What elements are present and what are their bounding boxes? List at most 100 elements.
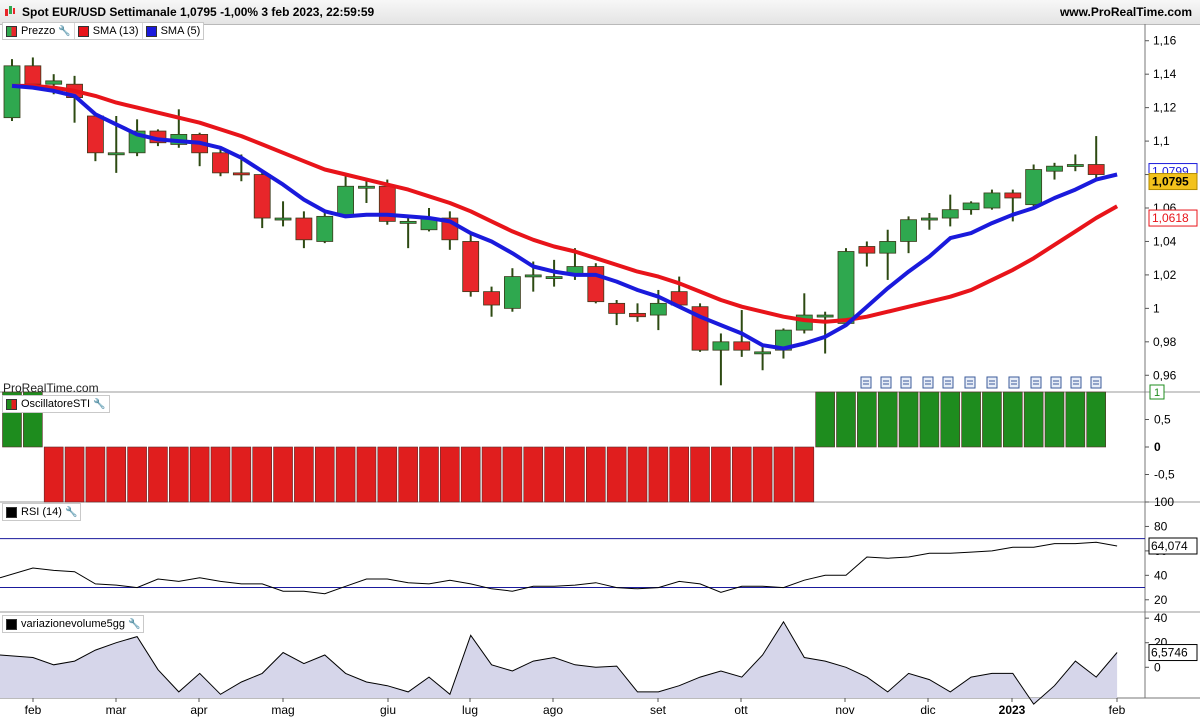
x-tick-label: apr xyxy=(190,703,207,717)
wrench-icon[interactable]: 🔧 xyxy=(127,618,141,630)
sma13-line xyxy=(12,83,1119,324)
vol-line xyxy=(0,620,1118,705)
sti-bar-down xyxy=(314,446,335,503)
sti-bar-up xyxy=(1044,391,1065,448)
legend-sma5-label: SMA (5) xyxy=(160,25,201,37)
news-icon-page xyxy=(1050,376,1062,389)
sti-bar-down xyxy=(794,446,815,503)
news-icon-page xyxy=(1030,376,1042,389)
y-tick-label: 80 xyxy=(1154,519,1168,533)
candle-up xyxy=(45,80,63,85)
sti-bar-down xyxy=(43,446,64,503)
sma13-swatch xyxy=(77,25,89,37)
sti-bar-up xyxy=(815,391,835,448)
candle-up xyxy=(754,351,771,355)
candle-up xyxy=(107,152,125,156)
candle-up xyxy=(816,314,834,318)
sti-bar-down xyxy=(565,446,585,503)
y-tick-label: 0 xyxy=(1154,660,1161,674)
news-icon-page xyxy=(1008,376,1020,389)
sti-bar-down xyxy=(273,446,293,503)
candle-up xyxy=(1066,164,1084,167)
rsi-value-tag-box xyxy=(1148,537,1198,555)
sti-bar-down xyxy=(585,446,606,503)
x-tick-label: giu xyxy=(380,703,396,717)
y-tick-label: 0,96 xyxy=(1153,368,1177,382)
candle-up xyxy=(358,185,375,189)
wrench-icon[interactable]: 🔧 xyxy=(64,506,78,518)
x-tick-label: feb xyxy=(25,703,42,717)
sti-bar-down xyxy=(690,446,710,503)
candle-up xyxy=(524,274,542,278)
y-tick-label: 1,16 xyxy=(1153,34,1177,48)
rsi-swatch xyxy=(6,506,17,518)
candle-down xyxy=(1004,192,1022,199)
candle-down xyxy=(1087,164,1105,175)
legend-vol[interactable]: variazionevolume5gg 🔧 xyxy=(3,616,143,632)
sti-bar-down xyxy=(106,446,127,503)
sti-bar-up xyxy=(961,391,981,448)
y-tick-label: 0 xyxy=(1154,440,1161,454)
vol-value-tag-box xyxy=(1148,644,1198,662)
wrench-icon[interactable]: 🔧 xyxy=(93,398,106,410)
news-icon-page xyxy=(922,376,934,389)
candle-up xyxy=(1025,169,1043,206)
sti-bar-up xyxy=(898,391,919,448)
sma5-line xyxy=(11,83,1118,351)
candle-up xyxy=(545,276,563,279)
news-icon-page xyxy=(942,376,954,389)
rsi-legend[interactable]: RSI (14) 🔧 xyxy=(2,503,82,521)
candle-down xyxy=(587,266,605,303)
price-legend[interactable]: Prezzo 🔧 SMA (13) SMA (5) xyxy=(2,22,205,40)
wrench-icon[interactable]: 🔧 xyxy=(58,25,71,37)
candle-down xyxy=(462,241,480,293)
y-tick-label: 1 xyxy=(1153,301,1160,315)
sti-bar-down xyxy=(252,446,272,503)
sma13-value-tag-box xyxy=(1148,209,1198,227)
site-url[interactable]: www.ProRealTime.com xyxy=(1059,5,1192,19)
sti-bar-up xyxy=(1002,391,1023,448)
legend-sma13[interactable]: SMA (13) xyxy=(75,23,143,39)
x-tick-label: dic xyxy=(920,703,935,717)
y-tick-label: 40 xyxy=(1154,611,1168,625)
sti-bar-down xyxy=(731,446,752,503)
sti-bar-down xyxy=(440,446,460,503)
x-tick-label: ott xyxy=(734,703,748,717)
y-tick-label: 1,04 xyxy=(1153,234,1177,248)
sma5-swatch xyxy=(145,25,157,37)
legend-price[interactable]: Prezzo 🔧 xyxy=(3,23,75,39)
vol-value-tag: 6,5746 xyxy=(1151,646,1188,660)
news-icon xyxy=(986,376,998,389)
candle-up xyxy=(649,302,667,316)
legend-rsi[interactable]: RSI (14) 🔧 xyxy=(3,504,80,520)
sti-bar-down xyxy=(210,446,231,503)
sti-legend[interactable]: OscillatoreSTI 🔧 xyxy=(2,395,110,413)
vol-legend[interactable]: variazionevolume5gg 🔧 xyxy=(2,615,145,633)
sti-bar-up xyxy=(919,391,940,448)
legend-sti[interactable]: OscillatoreSTI 🔧 xyxy=(3,396,109,412)
y-tick-label: -0,5 xyxy=(1154,468,1175,482)
sti-bar-up xyxy=(836,391,856,448)
news-icon xyxy=(1030,376,1042,389)
x-tick-label: lug xyxy=(462,703,478,717)
y-tick-label: 100 xyxy=(1154,495,1174,509)
chart-app-icon xyxy=(5,6,15,16)
news-icon xyxy=(1008,376,1020,389)
candle-up xyxy=(1046,165,1063,172)
sti-bar-down xyxy=(127,446,147,503)
legend-sma5[interactable]: SMA (5) xyxy=(143,23,204,39)
candle-up xyxy=(837,251,855,324)
candle-up xyxy=(962,202,980,211)
news-icon xyxy=(880,376,892,389)
candle-down xyxy=(87,115,104,154)
candle-up xyxy=(712,341,730,351)
sti-bar-up xyxy=(940,391,961,448)
x-tick-label: set xyxy=(650,703,667,717)
sti-bar-down xyxy=(356,446,377,503)
title-bar: Spot EUR/USD Settimanale 1,0795 -1,00% 3… xyxy=(0,0,1200,25)
candle-down xyxy=(483,291,500,306)
sti-bar-up xyxy=(877,391,898,448)
sti-bar-down xyxy=(544,446,564,503)
x-tick-label: nov xyxy=(835,703,854,717)
